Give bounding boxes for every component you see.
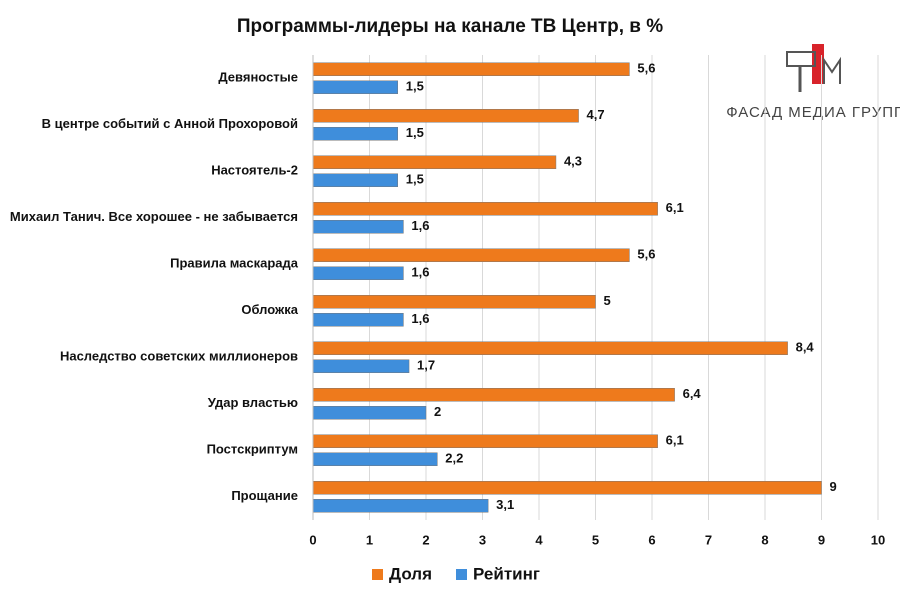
value-label: 5,6 bbox=[637, 247, 655, 262]
y-tick-label: Правила маскарада bbox=[170, 256, 299, 271]
value-label: 5 bbox=[604, 293, 611, 308]
bar bbox=[312, 406, 427, 420]
bar bbox=[312, 109, 579, 123]
x-tick-label: 6 bbox=[648, 532, 655, 547]
bar bbox=[312, 248, 630, 262]
bar bbox=[312, 499, 489, 513]
legend-label: Доля bbox=[389, 564, 432, 583]
value-label: 9 bbox=[830, 479, 837, 494]
value-label: 1,5 bbox=[406, 125, 424, 140]
value-label: 3,1 bbox=[496, 497, 514, 512]
y-tick-label: Михаил Танич. Все хорошее - не забываетс… bbox=[10, 209, 298, 224]
bar bbox=[312, 434, 658, 448]
bar bbox=[312, 341, 788, 355]
value-label: 2,2 bbox=[445, 451, 463, 466]
bar bbox=[312, 452, 438, 466]
value-label: 1,7 bbox=[417, 358, 435, 373]
x-tick-label: 10 bbox=[871, 532, 885, 547]
bar bbox=[312, 481, 822, 495]
bar bbox=[312, 220, 404, 234]
value-label: 6,1 bbox=[666, 433, 684, 448]
legend-swatch bbox=[456, 569, 467, 580]
value-label: 1,5 bbox=[406, 172, 424, 187]
value-label: 4,3 bbox=[564, 154, 582, 169]
x-tick-label: 4 bbox=[535, 532, 543, 547]
y-tick-label: Прощание bbox=[231, 488, 298, 503]
value-label: 6,4 bbox=[683, 386, 702, 401]
bar bbox=[312, 80, 398, 94]
bar bbox=[312, 359, 410, 373]
value-label: 5,6 bbox=[637, 61, 655, 76]
bar bbox=[312, 266, 404, 280]
value-label: 1,6 bbox=[411, 265, 429, 280]
bar bbox=[312, 202, 658, 216]
logo-shape bbox=[823, 56, 841, 84]
bar bbox=[312, 173, 398, 187]
bar bbox=[312, 295, 596, 309]
x-tick-label: 1 bbox=[366, 532, 373, 547]
bar bbox=[312, 127, 398, 141]
x-tick-label: 9 bbox=[818, 532, 825, 547]
bar bbox=[312, 388, 675, 402]
legend-label: Рейтинг bbox=[473, 564, 540, 583]
legend-swatch bbox=[372, 569, 383, 580]
y-tick-label: Постскриптум bbox=[207, 442, 298, 457]
y-tick-label: Настоятель-2 bbox=[211, 163, 298, 178]
value-label: 4,7 bbox=[587, 107, 605, 122]
y-tick-label: В центре событий с Анной Прохоровой bbox=[42, 116, 298, 131]
bar bbox=[312, 155, 557, 169]
value-label: 1,6 bbox=[411, 311, 429, 326]
value-label: 2 bbox=[434, 404, 441, 419]
x-tick-label: 8 bbox=[761, 532, 768, 547]
logo-text: ФАСАД МЕДИА ГРУПП bbox=[726, 104, 900, 121]
chart-title: Программы-лидеры на канале ТВ Центр, в % bbox=[237, 16, 663, 37]
x-tick-label: 3 bbox=[479, 532, 486, 547]
y-tick-label: Обложка bbox=[241, 302, 298, 317]
bar bbox=[312, 313, 404, 327]
x-tick-label: 2 bbox=[422, 532, 429, 547]
x-tick-label: 7 bbox=[705, 532, 712, 547]
x-tick-label: 5 bbox=[592, 532, 599, 547]
bar bbox=[312, 62, 630, 76]
x-tick-label: 0 bbox=[309, 532, 316, 547]
value-label: 1,5 bbox=[406, 79, 424, 94]
y-tick-label: Девяностые bbox=[218, 70, 298, 85]
y-tick-label: Наследство советских миллионеров bbox=[60, 349, 298, 364]
y-tick-label: Удар властью bbox=[208, 395, 298, 410]
value-label: 6,1 bbox=[666, 200, 684, 215]
value-label: 1,6 bbox=[411, 218, 429, 233]
value-label: 8,4 bbox=[796, 340, 815, 355]
logo-shape bbox=[812, 44, 824, 84]
